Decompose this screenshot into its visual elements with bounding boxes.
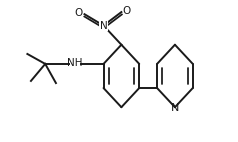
Text: O: O: [74, 8, 83, 18]
Text: N: N: [100, 21, 107, 31]
Text: N: N: [171, 103, 179, 113]
Text: O: O: [123, 6, 131, 16]
Text: NH: NH: [67, 58, 83, 68]
